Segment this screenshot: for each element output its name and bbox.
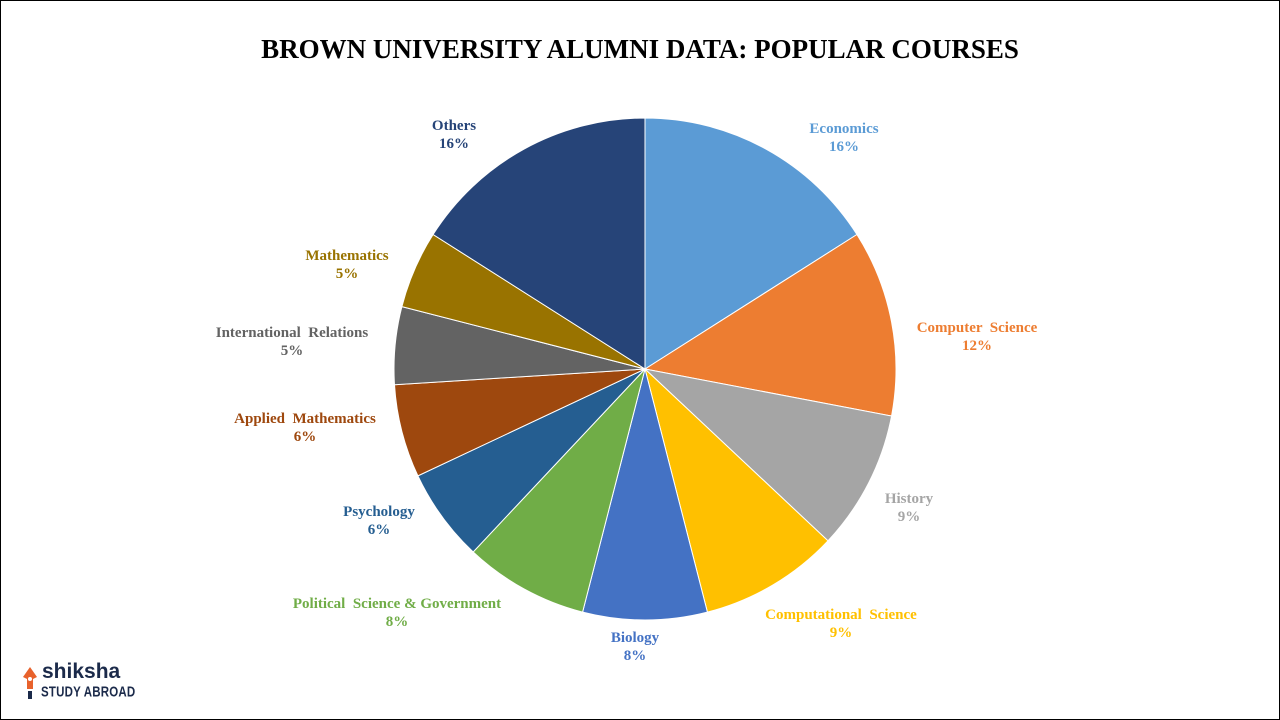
data-label: History 9% <box>885 491 934 525</box>
pie-slice-economics <box>644 117 858 370</box>
slice-value-label: 12% <box>962 338 992 354</box>
slice-value-label: 6% <box>368 522 391 538</box>
logo-tagline: STUDY ABROAD <box>41 685 136 700</box>
data-label: Psychology 6% <box>343 504 415 538</box>
slice-category-label: Applied Mathematics <box>234 411 376 427</box>
slice-category-label: Computer Science <box>917 320 1038 336</box>
pie-slices <box>393 117 897 621</box>
slice-value-label: 5% <box>336 266 359 282</box>
slice-value-label: 16% <box>439 136 469 152</box>
slice-category-label: Computational Science <box>765 607 917 623</box>
slice-category-label: Others <box>432 118 476 134</box>
data-label: Economics 16% <box>809 121 878 155</box>
pen-nib-icon <box>23 667 37 699</box>
slice-value-label: 5% <box>281 343 304 359</box>
pie-slice-computational-science <box>644 367 829 613</box>
pie-slice-others <box>432 117 646 370</box>
pie-slice-political-science-government <box>472 368 646 613</box>
slice-category-label: Psychology <box>343 504 415 520</box>
slice-category-label: Political Science & Government <box>293 596 501 612</box>
data-label: Computational Science 9% <box>765 607 917 641</box>
data-label: Computer Science 12% <box>917 320 1038 354</box>
pie-slice-biology <box>581 368 709 621</box>
slice-value-label: 9% <box>898 509 921 525</box>
slice-category-label: Economics <box>809 121 878 137</box>
slice-value-label: 8% <box>624 648 647 664</box>
slice-category-label: Biology <box>611 630 660 646</box>
logo-brand: shiksha <box>42 660 121 683</box>
pie-slice-history <box>643 368 893 542</box>
slice-value-label: 16% <box>829 139 859 155</box>
data-label: Mathematics 5% <box>305 248 388 282</box>
pie-slice-computer-science <box>643 233 897 417</box>
pie-labels: Economics 16% Computer Science 12% History 9%… <box>216 118 1038 664</box>
data-label: Applied Mathematics 6% <box>234 411 376 445</box>
slice-category-label: Mathematics <box>305 248 388 264</box>
data-label: Biology 8% <box>611 630 660 664</box>
slice-value-label: 9% <box>830 625 853 641</box>
slice-category-label: International Relations <box>216 325 369 341</box>
data-label: Political Science & Government 8% <box>293 596 501 630</box>
data-label: International Relations 5% <box>216 325 369 359</box>
slice-category-label: History <box>885 491 934 507</box>
slice-value-label: 6% <box>294 429 317 445</box>
slice-value-label: 8% <box>386 614 409 630</box>
chart-title: BROWN UNIVERSITY ALUMNI DATA: POPULAR CO… <box>261 34 1019 64</box>
data-label: Others 16% <box>432 118 476 152</box>
shiksha-logo: shiksha STUDY ABROAD <box>20 660 140 707</box>
